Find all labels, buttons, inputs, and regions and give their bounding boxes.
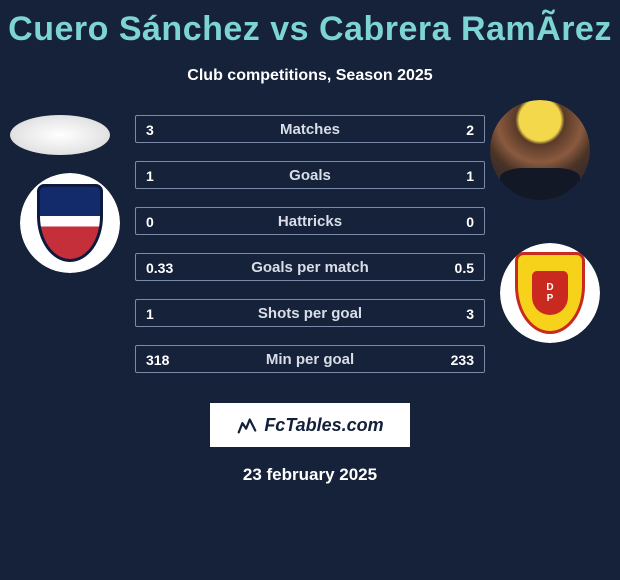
date-text: 23 february 2025 — [0, 465, 620, 485]
comparison-area: DP 3 Matches 2 1 Goals 1 0 Hattricks 0 0… — [0, 115, 620, 395]
fortaleza-shield-icon — [37, 184, 103, 262]
player-left-avatar — [10, 115, 110, 155]
brand-text: FcTables.com — [264, 415, 383, 436]
subtitle: Club competitions, Season 2025 — [0, 67, 620, 85]
club-right-badge: DP — [500, 243, 600, 343]
stat-right-value: 233 — [451, 346, 474, 374]
stat-label: Hattricks — [136, 208, 484, 236]
stat-label: Goals per match — [136, 254, 484, 282]
fctables-logo-icon — [236, 414, 258, 436]
stat-row-mpg: 318 Min per goal 233 — [135, 345, 485, 373]
stat-label: Min per goal — [136, 346, 484, 374]
page-title: Cuero Sánchez vs Cabrera RamÃ­rez — [0, 0, 620, 49]
stat-right-value: 3 — [466, 300, 474, 328]
brand-badge[interactable]: FcTables.com — [210, 403, 410, 447]
stat-row-goals: 1 Goals 1 — [135, 161, 485, 189]
stat-right-value: 1 — [466, 162, 474, 190]
stat-row-spg: 1 Shots per goal 3 — [135, 299, 485, 327]
stat-label: Matches — [136, 116, 484, 144]
stat-row-matches: 3 Matches 2 — [135, 115, 485, 143]
stat-label: Goals — [136, 162, 484, 190]
stat-right-value: 0.5 — [455, 254, 474, 282]
stat-row-gpm: 0.33 Goals per match 0.5 — [135, 253, 485, 281]
stat-label: Shots per goal — [136, 300, 484, 328]
player-right-avatar — [490, 100, 590, 200]
pereira-shield-icon: DP — [515, 252, 585, 334]
stat-right-value: 0 — [466, 208, 474, 236]
club-left-badge — [20, 173, 120, 273]
stat-row-hattricks: 0 Hattricks 0 — [135, 207, 485, 235]
stats-table: 3 Matches 2 1 Goals 1 0 Hattricks 0 0.33… — [135, 115, 485, 391]
stat-right-value: 2 — [466, 116, 474, 144]
